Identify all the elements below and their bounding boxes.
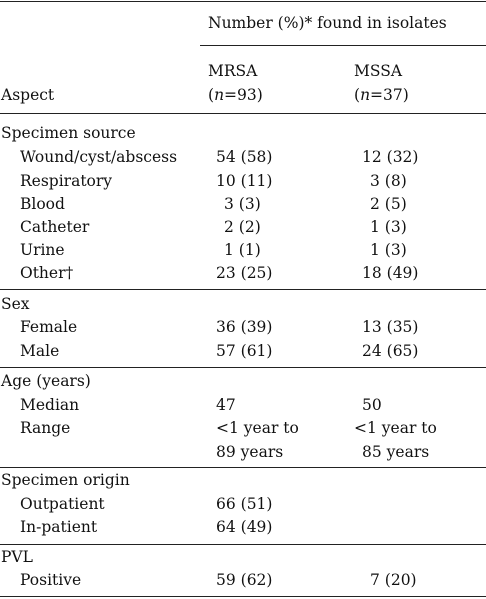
table-top-rule (0, 1, 486, 2)
section-title-pvl: PVL (1, 548, 33, 566)
cell-mssa: 1 (3) (370, 218, 407, 236)
row-label: Catheter (20, 218, 90, 236)
cell-mssa: <1 year to (354, 419, 437, 437)
cell-mrsa: 66 (51) (216, 495, 273, 513)
section-rule (0, 467, 486, 468)
row-label: Range (20, 419, 71, 437)
cell-mrsa: 3 (3) (224, 195, 261, 213)
column-header-mssa-n: (n=37) (354, 86, 409, 104)
cell-mrsa: 47 (216, 396, 236, 414)
cell-mrsa: 64 (49) (216, 518, 273, 536)
cell-mrsa: 10 (11) (216, 172, 273, 190)
cell-mssa: 7 (20) (370, 571, 417, 589)
column-header-mrsa: MRSA (208, 62, 258, 80)
section-title-specimen-source: Specimen source (1, 124, 136, 142)
section-title-specimen-origin: Specimen origin (1, 471, 130, 489)
row-label: In-patient (20, 518, 98, 536)
cell-mssa: 50 (362, 396, 382, 414)
spanner-header: Number (%)* found in isolates (208, 14, 447, 32)
cell-mssa: 18 (49) (362, 264, 419, 282)
cell-mssa: 3 (8) (370, 172, 407, 190)
cell-mrsa: 23 (25) (216, 264, 273, 282)
cell-mssa: 13 (35) (362, 318, 419, 336)
cell-mrsa: 1 (1) (224, 241, 261, 259)
row-label: Urine (20, 241, 65, 259)
row-label: Female (20, 318, 78, 336)
row-label: Other† (20, 264, 74, 282)
cell-mrsa: 36 (39) (216, 318, 273, 336)
row-label: Positive (20, 571, 82, 589)
row-label: Respiratory (20, 172, 113, 190)
header-bottom-rule (0, 113, 486, 114)
column-header-aspect: Aspect (1, 86, 55, 104)
row-label: Male (20, 342, 60, 360)
column-header-mrsa-n: (n=93) (208, 86, 263, 104)
row-label: Median (20, 396, 80, 414)
cell-mrsa: 2 (2) (224, 218, 261, 236)
cell-mrsa: 57 (61) (216, 342, 273, 360)
section-rule (0, 367, 486, 368)
cell-mssa: 24 (65) (362, 342, 419, 360)
section-title-sex: Sex (1, 295, 30, 313)
cell-mssa: 85 years (362, 443, 430, 461)
section-title-age: Age (years) (1, 372, 91, 390)
cell-mrsa: <1 year to (216, 419, 299, 437)
cell-mssa: 2 (5) (370, 195, 407, 213)
table-bottom-rule (0, 596, 486, 597)
cell-mssa: 12 (32) (362, 148, 419, 166)
cell-mrsa: 59 (62) (216, 571, 273, 589)
spanner-rule (200, 45, 486, 46)
section-rule (0, 544, 486, 545)
column-header-mssa: MSSA (354, 62, 403, 80)
row-label: Wound/cyst/abscess (20, 148, 178, 166)
row-label: Outpatient (20, 495, 105, 513)
row-label: Blood (20, 195, 65, 213)
section-rule (0, 289, 486, 290)
cell-mrsa: 89 years (216, 443, 284, 461)
cell-mrsa: 54 (58) (216, 148, 273, 166)
cell-mssa: 1 (3) (370, 241, 407, 259)
